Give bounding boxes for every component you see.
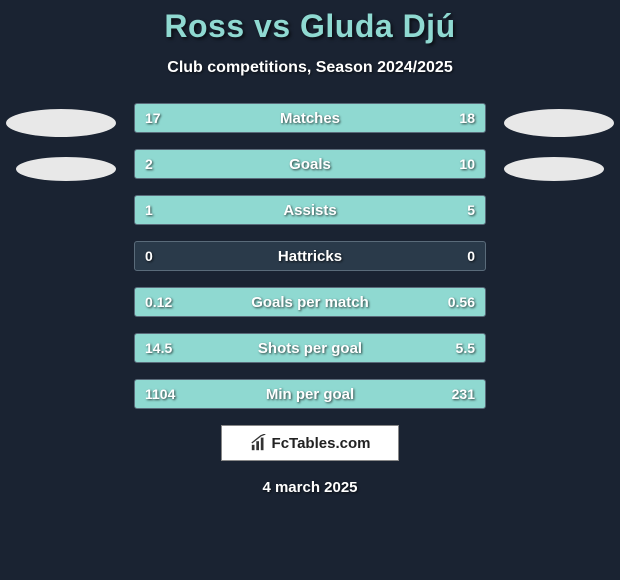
player-right-badge-1: [504, 109, 614, 137]
stat-label: Hattricks: [135, 242, 485, 270]
stat-label: Assists: [135, 196, 485, 224]
stat-row: 00Hattricks: [134, 241, 486, 271]
stat-row: 1718Matches: [134, 103, 486, 133]
source-logo: FcTables.com: [221, 425, 399, 461]
chart-icon: [250, 434, 268, 452]
comparison-content: 1718Matches 210Goals 15Assists 00Hattricks 0…: [0, 103, 620, 409]
stat-row: 0.120.56Goals per match: [134, 287, 486, 317]
stat-label: Goals: [135, 150, 485, 178]
stat-row: 1104231Min per goal: [134, 379, 486, 409]
stat-row: 15Assists: [134, 195, 486, 225]
stat-label: Shots per goal: [135, 334, 485, 362]
player-right-badge-2: [504, 157, 604, 181]
player-left-badge-1: [6, 109, 116, 137]
stat-row: 14.55.5Shots per goal: [134, 333, 486, 363]
stat-bars: 1718Matches 210Goals 15Assists 00Hattricks 0…: [134, 103, 486, 409]
source-logo-text: FcTables.com: [272, 435, 371, 452]
comparison-title: Ross vs Gluda Djú: [0, 0, 620, 45]
player-left-badge-2: [16, 157, 116, 181]
stat-row: 210Goals: [134, 149, 486, 179]
comparison-subtitle: Club competitions, Season 2024/2025: [0, 59, 620, 77]
stat-label: Min per goal: [135, 380, 485, 408]
stat-label: Goals per match: [135, 288, 485, 316]
comparison-date: 4 march 2025: [0, 479, 620, 496]
stat-label: Matches: [135, 104, 485, 132]
